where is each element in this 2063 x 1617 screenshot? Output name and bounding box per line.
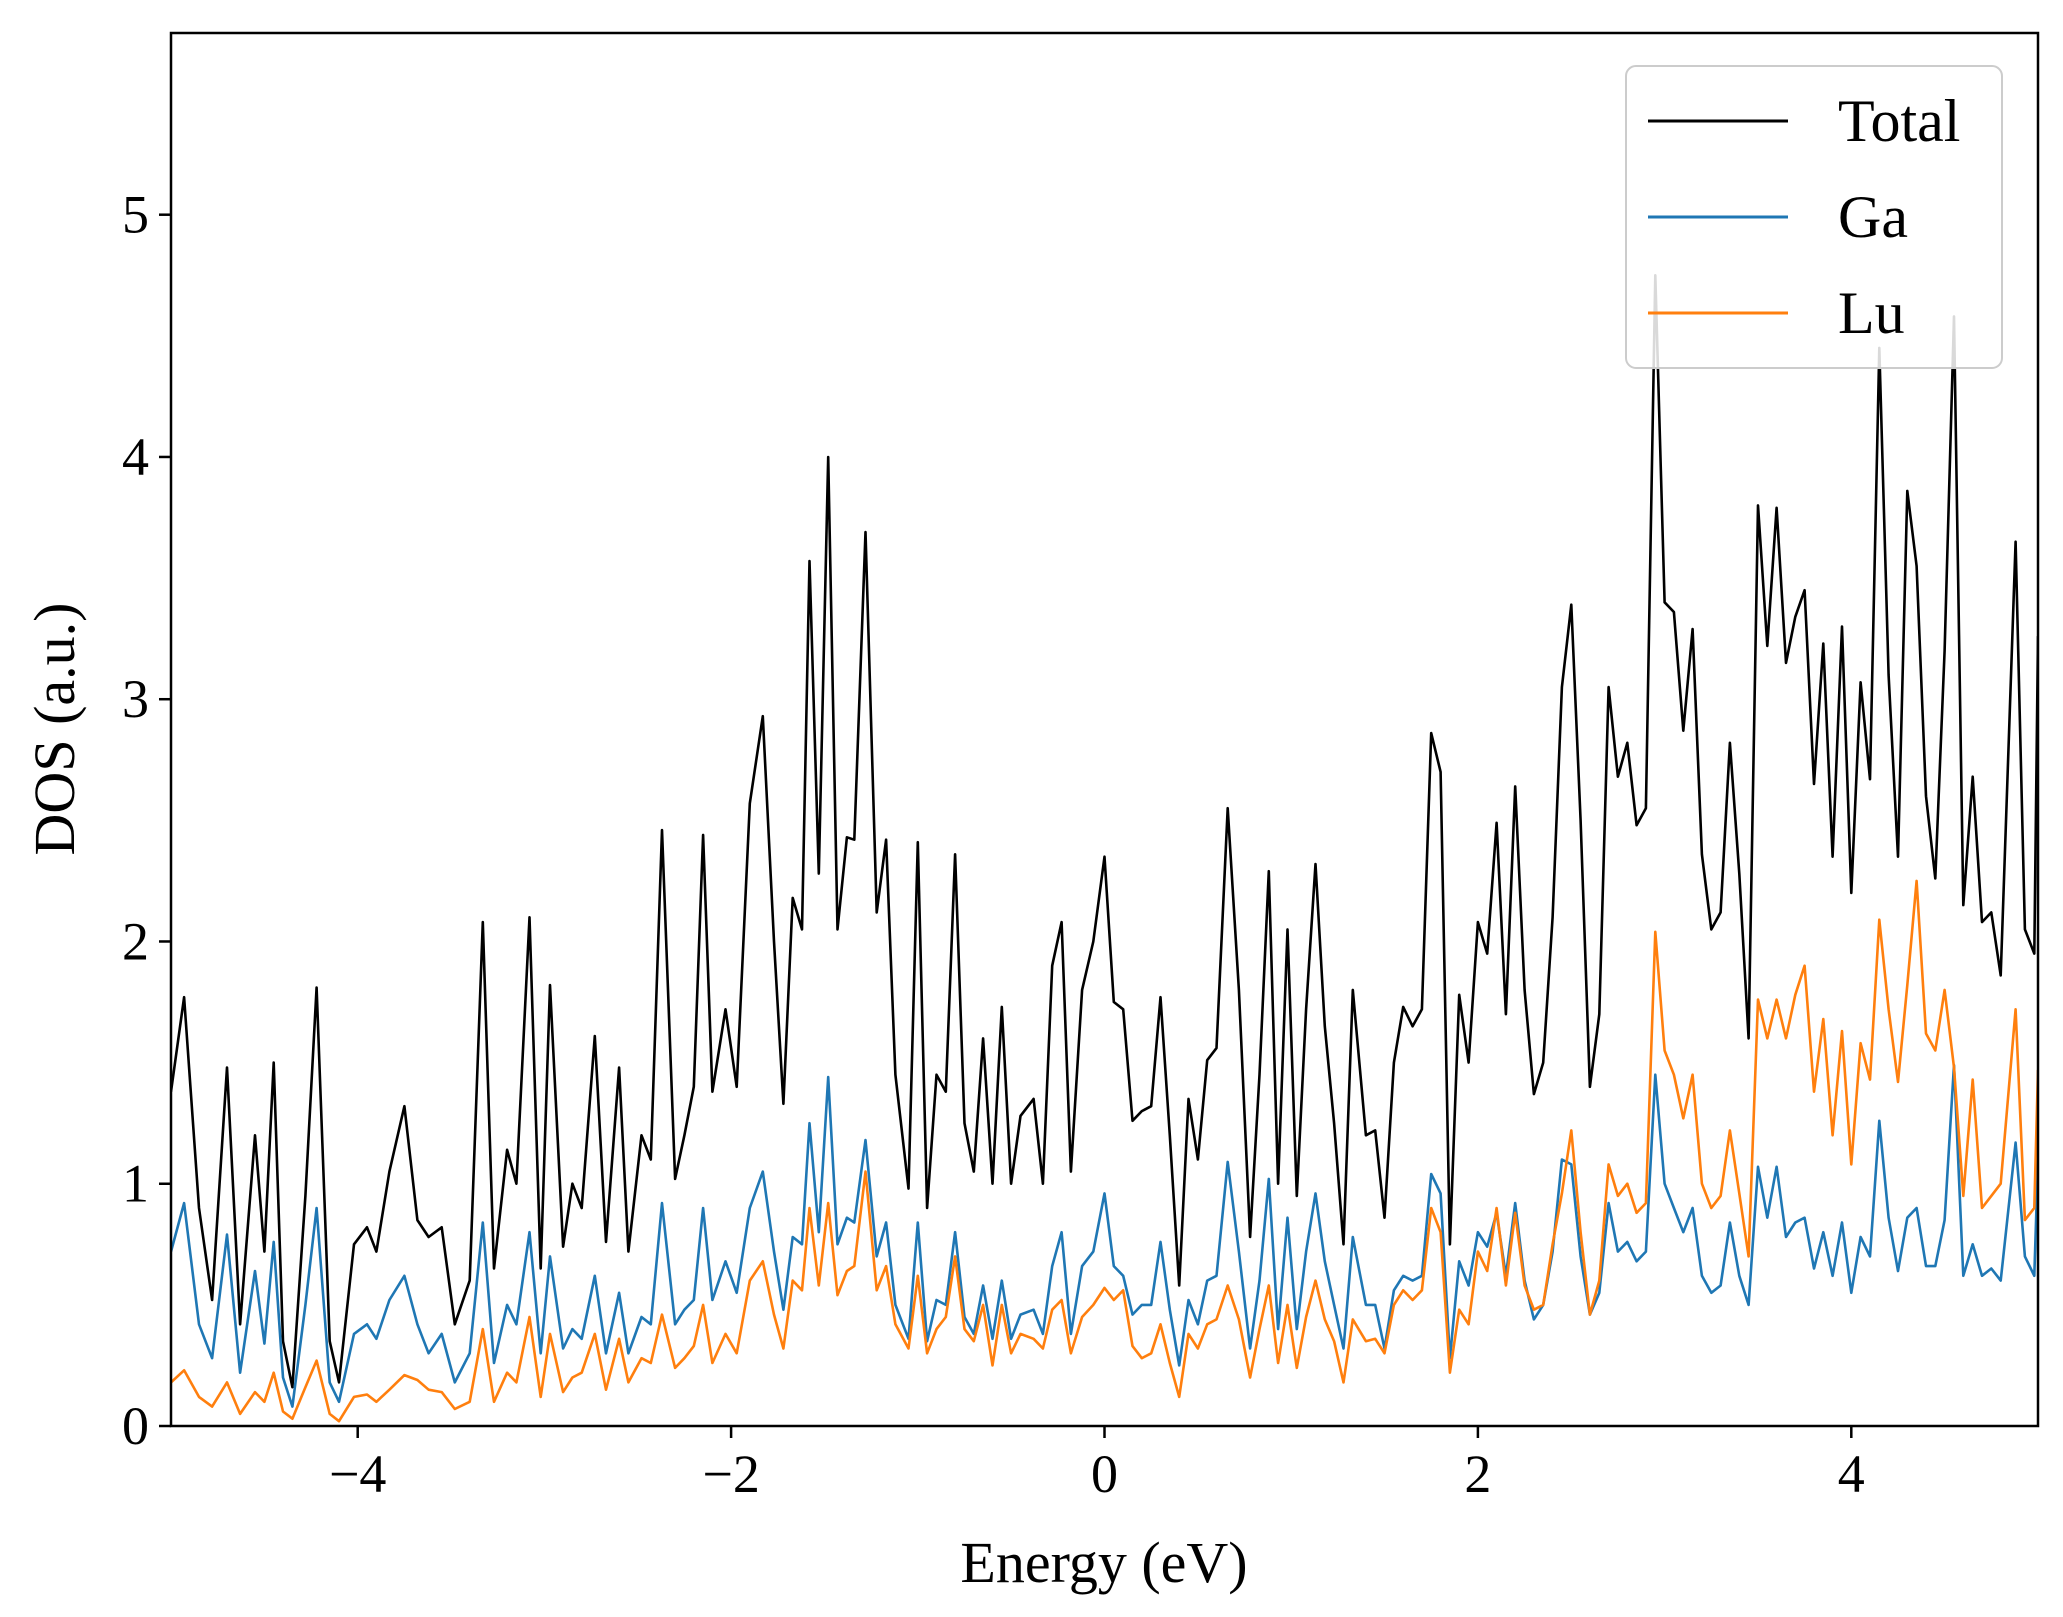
series-layer bbox=[171, 274, 2038, 1423]
y-axis: 0 1 2 3 4 5 bbox=[122, 185, 171, 1456]
y-tick-label: 5 bbox=[122, 185, 149, 245]
y-tick-label: 3 bbox=[122, 669, 149, 729]
series-line-ga bbox=[171, 1063, 2038, 1408]
y-tick-label: 4 bbox=[122, 427, 149, 487]
y-axis-label: DOS (a.u.) bbox=[22, 603, 87, 856]
legend-box bbox=[1625, 65, 2003, 369]
x-axis: −4 −2 0 2 4 bbox=[329, 1426, 1865, 1504]
series-line-lu bbox=[171, 879, 2038, 1423]
y-tick-label: 0 bbox=[122, 1396, 149, 1456]
x-tick-label: 0 bbox=[1091, 1444, 1118, 1504]
legend-label-ga: Ga bbox=[1838, 184, 1908, 250]
series-line-total bbox=[171, 274, 2038, 1389]
x-axis-label: Energy (eV) bbox=[960, 1530, 1247, 1595]
x-tick-label: 2 bbox=[1464, 1444, 1491, 1504]
legend-label-total: Total bbox=[1838, 88, 1960, 154]
x-tick-label: −2 bbox=[702, 1444, 759, 1504]
y-tick-label: 1 bbox=[122, 1154, 149, 1214]
legend: Total Ga Lu bbox=[1625, 65, 2003, 369]
legend-label-lu: Lu bbox=[1838, 280, 1905, 346]
x-tick-label: −4 bbox=[329, 1444, 386, 1504]
x-tick-label: 4 bbox=[1838, 1444, 1865, 1504]
y-tick-label: 2 bbox=[122, 911, 149, 971]
